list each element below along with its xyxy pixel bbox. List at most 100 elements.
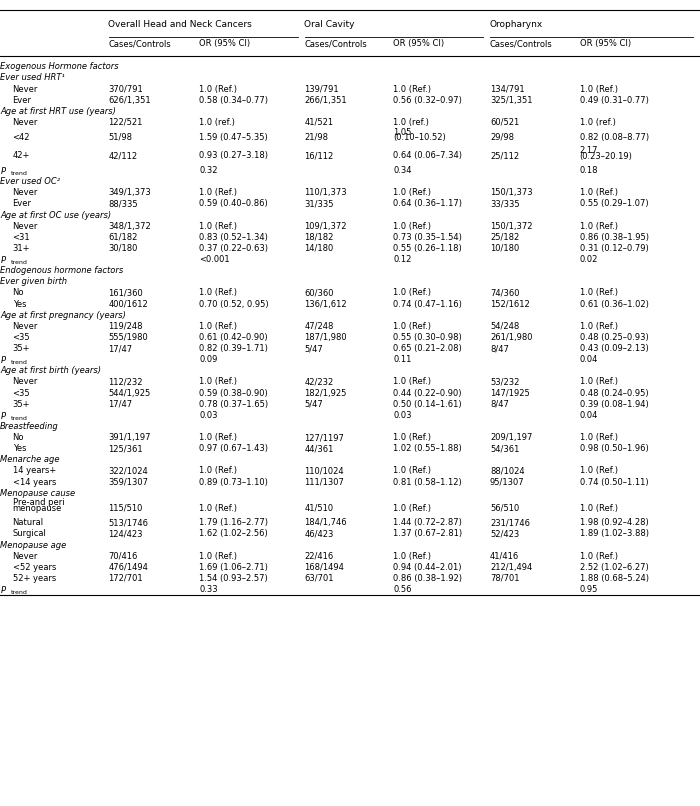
Text: 0.33: 0.33 (199, 585, 218, 594)
Text: Menopause cause: Menopause cause (0, 488, 75, 497)
Text: 1.0 (Ref.): 1.0 (Ref.) (580, 322, 617, 330)
Text: 0.73 (0.35–1.54): 0.73 (0.35–1.54) (393, 233, 462, 242)
Text: 112/232: 112/232 (108, 377, 143, 386)
Text: 10/180: 10/180 (490, 244, 519, 253)
Text: 1.0 (Ref.): 1.0 (Ref.) (199, 322, 237, 330)
Text: 0.43 (0.09–2.13): 0.43 (0.09–2.13) (580, 344, 648, 353)
Text: 1.54 (0.93–2.57): 1.54 (0.93–2.57) (199, 574, 268, 583)
Text: 0.95: 0.95 (580, 585, 598, 594)
Text: 52+ years: 52+ years (13, 574, 56, 583)
Text: Pre-and peri: Pre-and peri (13, 498, 64, 507)
Text: 1.0 (Ref.): 1.0 (Ref.) (393, 85, 431, 93)
Text: 0.78 (0.37–1.65): 0.78 (0.37–1.65) (199, 400, 269, 409)
Text: 0.74 (0.50–1.11): 0.74 (0.50–1.11) (580, 478, 648, 487)
Text: 1.98 (0.92–4.28): 1.98 (0.92–4.28) (580, 518, 648, 527)
Text: 0.89 (0.73–1.10): 0.89 (0.73–1.10) (199, 478, 268, 487)
Text: Exogenous Hormone factors: Exogenous Hormone factors (0, 62, 118, 71)
Text: <31: <31 (13, 233, 30, 242)
Text: 1.0 (ref.): 1.0 (ref.) (393, 118, 429, 127)
Text: 0.94 (0.44–2.01): 0.94 (0.44–2.01) (393, 563, 462, 571)
Text: 110/1,373: 110/1,373 (304, 189, 347, 197)
Text: 46/423: 46/423 (304, 530, 334, 538)
Text: Never: Never (13, 552, 38, 561)
Text: Age at first pregnancy (years): Age at first pregnancy (years) (0, 311, 126, 320)
Text: 209/1,197: 209/1,197 (490, 433, 533, 442)
Text: (0.10–10.52): (0.10–10.52) (393, 133, 446, 143)
Text: No: No (13, 433, 24, 442)
Text: OR (95% CI): OR (95% CI) (393, 39, 444, 48)
Text: 0.65 (0.21–2.08): 0.65 (0.21–2.08) (393, 344, 462, 353)
Text: 1.0 (Ref.): 1.0 (Ref.) (580, 377, 617, 386)
Text: Ever: Ever (13, 96, 32, 105)
Text: 35+: 35+ (13, 400, 30, 409)
Text: trend: trend (11, 172, 28, 177)
Text: 14/180: 14/180 (304, 244, 334, 253)
Text: 1.59 (0.47–5.35): 1.59 (0.47–5.35) (199, 133, 268, 142)
Text: 42/112: 42/112 (108, 152, 138, 160)
Text: 359/1307: 359/1307 (108, 478, 148, 487)
Text: 35+: 35+ (13, 344, 30, 353)
Text: <14 years: <14 years (13, 478, 56, 487)
Text: 1.62 (1.02–2.56): 1.62 (1.02–2.56) (199, 530, 268, 538)
Text: Yes: Yes (13, 444, 26, 453)
Text: $\it{P}$: $\it{P}$ (0, 354, 7, 365)
Text: 0.55 (0.30–0.98): 0.55 (0.30–0.98) (393, 333, 462, 342)
Text: $\it{P}$: $\it{P}$ (0, 584, 7, 595)
Text: trend: trend (11, 360, 28, 365)
Text: 61/182: 61/182 (108, 233, 138, 242)
Text: 54/361: 54/361 (490, 444, 519, 453)
Text: 513/1746: 513/1746 (108, 518, 148, 527)
Text: 25/112: 25/112 (490, 152, 519, 160)
Text: 0.04: 0.04 (580, 355, 598, 364)
Text: 1.0 (Ref.): 1.0 (Ref.) (199, 289, 237, 297)
Text: Cases/Controls: Cases/Controls (490, 39, 553, 48)
Text: Endogenous hormone factors: Endogenous hormone factors (0, 266, 123, 275)
Text: 134/791: 134/791 (490, 85, 524, 93)
Text: Never: Never (13, 85, 38, 93)
Text: 44/361: 44/361 (304, 444, 334, 453)
Text: 60/360: 60/360 (304, 289, 334, 297)
Text: 125/361: 125/361 (108, 444, 143, 453)
Text: 30/180: 30/180 (108, 244, 138, 253)
Text: 0.56: 0.56 (393, 585, 412, 594)
Text: Never: Never (13, 377, 38, 386)
Text: 0.74 (0.47–1.16): 0.74 (0.47–1.16) (393, 300, 462, 309)
Text: Age at first HRT use (years): Age at first HRT use (years) (0, 107, 116, 116)
Text: 348/1,372: 348/1,372 (108, 222, 151, 231)
Text: Oropharynx: Oropharynx (490, 19, 543, 29)
Text: 0.37 (0.22–0.63): 0.37 (0.22–0.63) (199, 244, 269, 253)
Text: 0.56 (0.32–0.97): 0.56 (0.32–0.97) (393, 96, 462, 105)
Text: 0.86 (0.38–1.92): 0.86 (0.38–1.92) (393, 574, 463, 583)
Text: 1.0 (Ref.): 1.0 (Ref.) (580, 289, 617, 297)
Text: 5/47: 5/47 (304, 344, 323, 353)
Text: 17/47: 17/47 (108, 344, 132, 353)
Text: 25/182: 25/182 (490, 233, 519, 242)
Text: 0.82 (0.08–8.77): 0.82 (0.08–8.77) (580, 133, 649, 142)
Text: 0.58 (0.34–0.77): 0.58 (0.34–0.77) (199, 96, 269, 105)
Text: 400/1612: 400/1612 (108, 300, 148, 309)
Text: 555/1980: 555/1980 (108, 333, 148, 342)
Text: 0.98 (0.50–1.96): 0.98 (0.50–1.96) (580, 444, 648, 453)
Text: 0.70 (0.52, 0.95): 0.70 (0.52, 0.95) (199, 300, 269, 309)
Text: 0.61 (0.42–0.90): 0.61 (0.42–0.90) (199, 333, 268, 342)
Text: 42/232: 42/232 (304, 377, 334, 386)
Text: 212/1,494: 212/1,494 (490, 563, 532, 571)
Text: 147/1925: 147/1925 (490, 388, 530, 397)
Text: 41/521: 41/521 (304, 118, 334, 127)
Text: 1.0 (Ref.): 1.0 (Ref.) (199, 377, 237, 386)
Text: 1.0 (Ref.): 1.0 (Ref.) (199, 222, 237, 231)
Text: Never: Never (13, 222, 38, 231)
Text: (0.23–20.19): (0.23–20.19) (580, 152, 633, 161)
Text: 47/248: 47/248 (304, 322, 334, 330)
Text: 0.61 (0.36–1.02): 0.61 (0.36–1.02) (580, 300, 648, 309)
Text: 5/47: 5/47 (304, 400, 323, 409)
Text: 187/1,980: 187/1,980 (304, 333, 347, 342)
Text: 124/423: 124/423 (108, 530, 143, 538)
Text: Cases/Controls: Cases/Controls (304, 39, 368, 48)
Text: 1.0 (Ref.): 1.0 (Ref.) (393, 504, 431, 513)
Text: 88/335: 88/335 (108, 200, 138, 209)
Text: 0.97 (0.67–1.43): 0.97 (0.67–1.43) (199, 444, 269, 453)
Text: 0.12: 0.12 (393, 256, 412, 264)
Text: 1.0 (ref.): 1.0 (ref.) (199, 118, 235, 127)
Text: 70/416: 70/416 (108, 552, 138, 561)
